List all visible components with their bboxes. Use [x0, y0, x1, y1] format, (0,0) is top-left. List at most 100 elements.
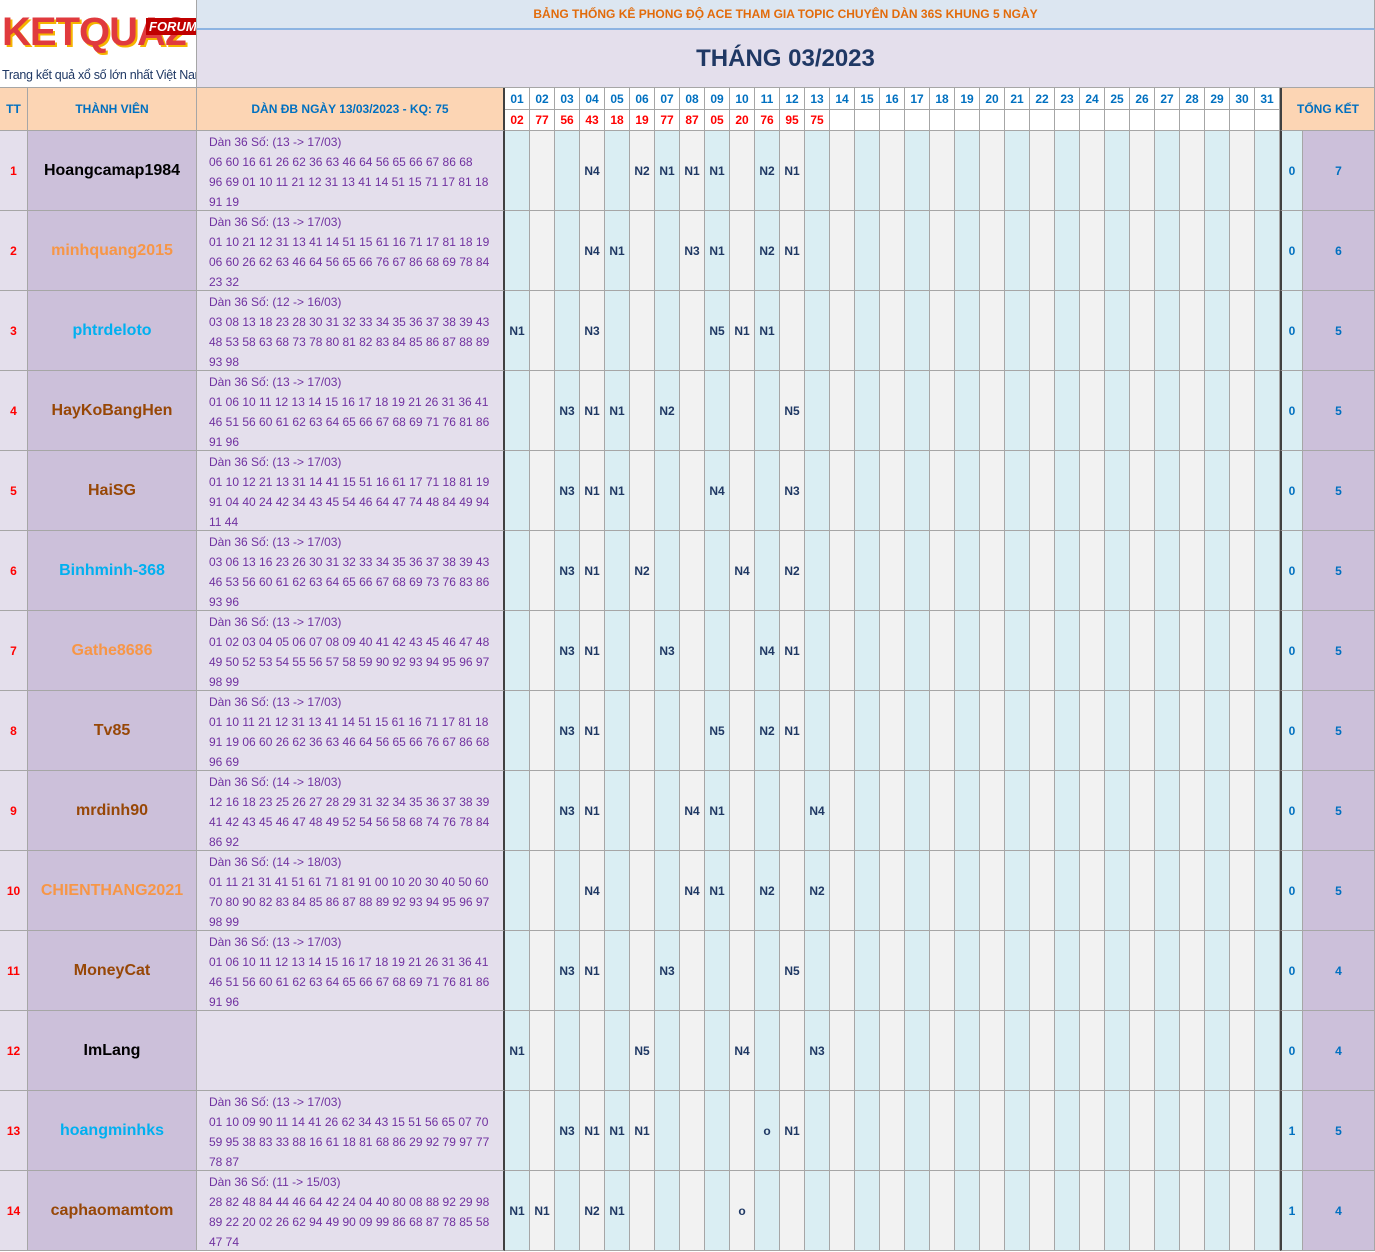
day-cell — [705, 1011, 730, 1091]
day-header: 07 — [655, 88, 680, 110]
day-cell — [1255, 851, 1280, 931]
row-number: 9 — [0, 771, 28, 851]
dan-line: 70 80 90 82 83 84 85 86 87 88 89 92 93 9… — [209, 895, 490, 909]
dan-line: 01 10 21 12 31 13 41 14 51 15 61 16 71 1… — [209, 235, 490, 249]
dan-list: Dàn 36 Số: (13 -> 17/03) 01 06 10 11 12 1… — [197, 931, 505, 1011]
hit: N2 — [755, 211, 780, 291]
day-header: 22 — [1030, 88, 1055, 110]
day-cell — [830, 211, 855, 291]
day-cell — [830, 291, 855, 371]
day-cell — [1055, 211, 1080, 291]
result: 20 — [730, 110, 755, 131]
day-cell — [530, 371, 555, 451]
logo-badge: FORUM — [146, 18, 196, 35]
member-name: HayKoBangHen — [28, 371, 197, 451]
day-cell — [1055, 1011, 1080, 1091]
hit: N1 — [705, 851, 730, 931]
day-cell — [655, 851, 680, 931]
day-cell — [1105, 1011, 1130, 1091]
dan-line: 11 44 — [209, 515, 239, 529]
hit: N5 — [780, 371, 805, 451]
day-cell — [1180, 131, 1205, 211]
day-cell — [1255, 451, 1280, 531]
day-cell — [1080, 131, 1105, 211]
hit: N2 — [805, 851, 830, 931]
dan-list: Dàn 36 Số: (13 -> 17/03) 01 10 11 21 12 3… — [197, 691, 505, 771]
hit: N4 — [805, 771, 830, 851]
row-number: 10 — [0, 851, 28, 931]
hit: N4 — [580, 851, 605, 931]
day-cell — [1080, 931, 1105, 1011]
tt-header: TT — [0, 88, 28, 131]
score: 0 — [1280, 851, 1303, 931]
day-cell — [1230, 1091, 1255, 1171]
day-cell — [830, 531, 855, 611]
day-cell — [905, 1171, 930, 1251]
day-cell — [830, 1091, 855, 1171]
day-cell — [855, 531, 880, 611]
row-number: 7 — [0, 611, 28, 691]
day-cell — [730, 931, 755, 1011]
day-cell — [1255, 771, 1280, 851]
dan-line: Dàn 36 Số: (13 -> 17/03) — [209, 1095, 342, 1109]
day-cell — [1255, 1011, 1280, 1091]
day-cell — [530, 131, 555, 211]
dan-line: 06 60 16 61 26 62 36 63 46 64 56 65 66 6… — [209, 155, 473, 169]
day-cell — [680, 611, 705, 691]
day-cell — [505, 371, 530, 451]
day-cell — [1155, 771, 1180, 851]
member-name: HaiSG — [28, 451, 197, 531]
hit: N1 — [705, 771, 730, 851]
row-number: 6 — [0, 531, 28, 611]
day-cell — [855, 1171, 880, 1251]
day-cell — [1105, 1091, 1130, 1171]
dan-line: Dàn 36 Số: (14 -> 18/03) — [209, 775, 342, 789]
day-cell — [1180, 1171, 1205, 1251]
total: 5 — [1303, 531, 1375, 611]
dan-line: 03 06 13 16 23 26 30 31 32 33 34 35 36 3… — [209, 555, 490, 569]
day-cell — [555, 1171, 580, 1251]
dan-line: 93 98 — [209, 355, 240, 369]
day-cell — [805, 531, 830, 611]
day-cell — [805, 371, 830, 451]
result: 18 — [605, 110, 630, 131]
day-cell — [1130, 611, 1155, 691]
day-cell — [705, 1171, 730, 1251]
day-cell — [630, 771, 655, 851]
day-cell — [830, 931, 855, 1011]
day-cell — [980, 611, 1005, 691]
day-header: 14 — [830, 88, 855, 110]
dan-list: Dàn 36 Số: (14 -> 18/03) 01 11 21 31 41 5… — [197, 851, 505, 931]
day-cell — [930, 291, 955, 371]
hit: N3 — [555, 611, 580, 691]
day-cell — [1080, 691, 1105, 771]
result-empty — [880, 110, 905, 131]
total: 5 — [1303, 691, 1375, 771]
day-cell — [1080, 771, 1105, 851]
day-cell — [1005, 371, 1030, 451]
total: 5 — [1303, 371, 1375, 451]
day-header: 01 — [505, 88, 530, 110]
day-cell — [1055, 131, 1080, 211]
score: 0 — [1280, 771, 1303, 851]
dan-list: Dàn 36 Số: (13 -> 17/03) 01 02 03 04 05 0… — [197, 611, 505, 691]
hit: N2 — [630, 131, 655, 211]
day-header: 29 — [1205, 88, 1230, 110]
day-cell — [730, 771, 755, 851]
hit: N3 — [680, 211, 705, 291]
row-number: 13 — [0, 1091, 28, 1171]
day-cell — [1055, 371, 1080, 451]
day-cell — [1180, 1011, 1205, 1091]
result: 77 — [530, 110, 555, 131]
member-header: THÀNH VIÊN — [28, 88, 197, 131]
result-empty — [1205, 110, 1230, 131]
day-cell — [630, 291, 655, 371]
day-cell — [1230, 451, 1255, 531]
day-cell — [780, 771, 805, 851]
day-cell — [1030, 931, 1055, 1011]
day-cell — [955, 451, 980, 531]
day-cell — [980, 211, 1005, 291]
result-empty — [930, 110, 955, 131]
day-cell — [880, 851, 905, 931]
day-cell — [555, 851, 580, 931]
